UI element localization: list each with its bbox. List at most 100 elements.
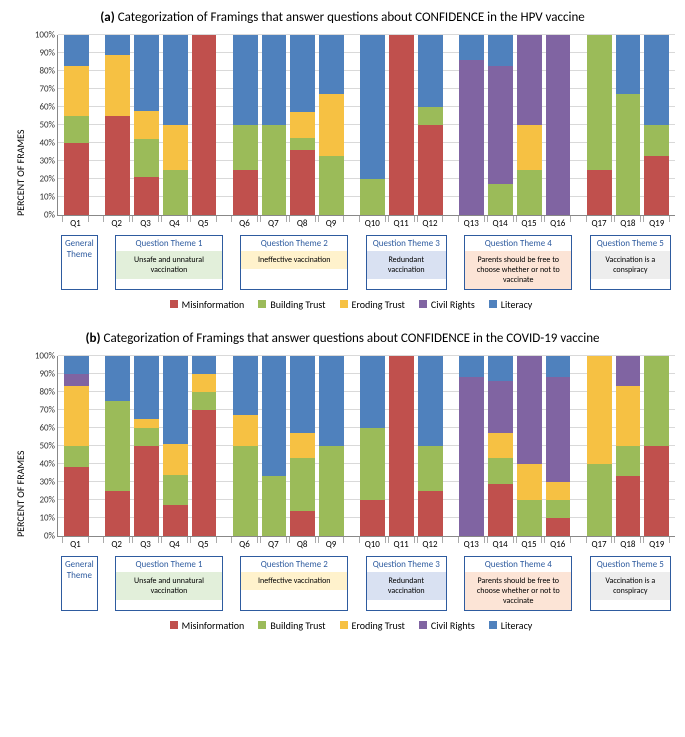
- segment-misinformation: [134, 177, 159, 215]
- segment-eroding_trust: [587, 356, 612, 464]
- panel-prefix: (b): [86, 331, 101, 346]
- bar-Q15: [517, 356, 542, 536]
- segment-eroding_trust: [64, 66, 89, 116]
- bar-Q4: [163, 356, 188, 536]
- legend-item: Civil Rights: [419, 298, 475, 311]
- segment-building_trust: [587, 35, 612, 170]
- x-label: Q11: [389, 537, 414, 550]
- theme-box: General Theme: [61, 235, 98, 290]
- x-label: Q19: [644, 216, 669, 229]
- legend-swatch: [419, 300, 427, 308]
- bar-Q19: [644, 35, 669, 215]
- segment-literacy: [262, 35, 287, 125]
- segment-building_trust: [319, 156, 344, 215]
- x-label: Q9: [319, 537, 344, 550]
- theme-title: Question Theme 1: [116, 236, 222, 251]
- legend-item: Literacy: [489, 298, 533, 311]
- theme-title: General Theme: [62, 557, 97, 583]
- theme-subtitle: Vaccination is a conspiracy: [591, 572, 670, 600]
- bar-Q19: [644, 356, 669, 536]
- x-label: Q3: [133, 537, 158, 550]
- bar-Q8: [290, 35, 315, 215]
- panel-title: (b) Categorization of Framings that answ…: [10, 331, 675, 348]
- y-tick: 30%: [39, 155, 55, 166]
- segment-building_trust: [587, 464, 612, 536]
- y-tick: 80%: [39, 386, 55, 397]
- segment-building_trust: [233, 125, 258, 170]
- segment-literacy: [319, 35, 344, 94]
- bar-Q12: [418, 35, 443, 215]
- legend-label: Eroding Trust: [352, 619, 405, 632]
- segment-literacy: [644, 35, 669, 125]
- segment-literacy: [290, 35, 315, 112]
- y-tick: 20%: [39, 173, 55, 184]
- segment-eroding_trust: [290, 433, 315, 458]
- x-label: Q8: [290, 216, 315, 229]
- legend-item: Civil Rights: [419, 619, 475, 632]
- segment-civil_rights: [64, 374, 89, 387]
- theme-box: Question Theme 2Ineffective vaccination: [240, 235, 348, 290]
- segment-misinformation: [488, 484, 513, 536]
- bar-Q13: [459, 356, 484, 536]
- y-tick: 60%: [39, 422, 55, 433]
- bar-Q3: [134, 35, 159, 215]
- segment-misinformation: [290, 150, 315, 215]
- legend-label: Literacy: [501, 298, 533, 311]
- segment-building_trust: [616, 446, 641, 477]
- segment-eroding_trust: [517, 125, 542, 170]
- segment-building_trust: [616, 94, 641, 215]
- bar-Q18: [616, 35, 641, 215]
- segment-misinformation: [418, 125, 443, 215]
- segment-eroding_trust: [163, 444, 188, 475]
- segment-building_trust: [360, 179, 385, 215]
- theme-title: General Theme: [62, 236, 97, 262]
- legend-swatch: [419, 621, 427, 629]
- segment-civil_rights: [488, 66, 513, 185]
- segment-literacy: [105, 35, 130, 55]
- x-label: Q6: [232, 216, 257, 229]
- theme-subtitle: Ineffective vaccination: [241, 572, 347, 590]
- x-label: Q4: [162, 537, 187, 550]
- theme-subtitle: Redundant vaccination: [367, 572, 446, 600]
- x-label: Q2: [104, 216, 129, 229]
- theme-box: Question Theme 3Redundant vaccination: [366, 235, 447, 290]
- segment-civil_rights: [546, 377, 571, 481]
- x-label: Q13: [459, 537, 484, 550]
- theme-box: Question Theme 2Ineffective vaccination: [240, 556, 348, 611]
- panel-title: (a) Categorization of Framings that answ…: [10, 10, 675, 27]
- x-label: Q10: [360, 216, 385, 229]
- x-label: Q16: [545, 216, 570, 229]
- x-label: Q3: [133, 216, 158, 229]
- x-label: Q15: [517, 537, 542, 550]
- legend-label: Building Trust: [270, 298, 325, 311]
- x-label: Q12: [418, 216, 443, 229]
- legend-item: Misinformation: [170, 619, 245, 632]
- y-tick: 10%: [39, 512, 55, 523]
- segment-misinformation: [389, 35, 414, 215]
- bar-Q17: [587, 35, 612, 215]
- segment-literacy: [459, 356, 484, 378]
- segment-building_trust: [290, 138, 315, 151]
- x-label: Q17: [587, 216, 612, 229]
- bar-Q5: [192, 35, 217, 215]
- legend-label: Civil Rights: [431, 619, 475, 632]
- x-label: Q17: [587, 537, 612, 550]
- segment-literacy: [546, 356, 571, 378]
- bar-Q9: [319, 356, 344, 536]
- segment-misinformation: [389, 356, 414, 536]
- y-tick: 40%: [39, 137, 55, 148]
- segment-building_trust: [319, 446, 344, 536]
- theme-subtitle: Unsafe and unnatural vaccination: [116, 572, 222, 600]
- legend-swatch: [170, 621, 178, 629]
- segment-eroding_trust: [64, 386, 89, 445]
- segment-literacy: [616, 35, 641, 94]
- legend-label: Misinformation: [182, 298, 245, 311]
- legend: MisinformationBuilding TrustEroding Trus…: [27, 619, 675, 632]
- x-label: Q4: [162, 216, 187, 229]
- theme-title: Question Theme 3: [367, 557, 446, 572]
- theme-title: Question Theme 4: [465, 557, 571, 572]
- segment-literacy: [290, 356, 315, 433]
- y-tick: 40%: [39, 458, 55, 469]
- segment-literacy: [459, 35, 484, 60]
- segment-civil_rights: [488, 381, 513, 433]
